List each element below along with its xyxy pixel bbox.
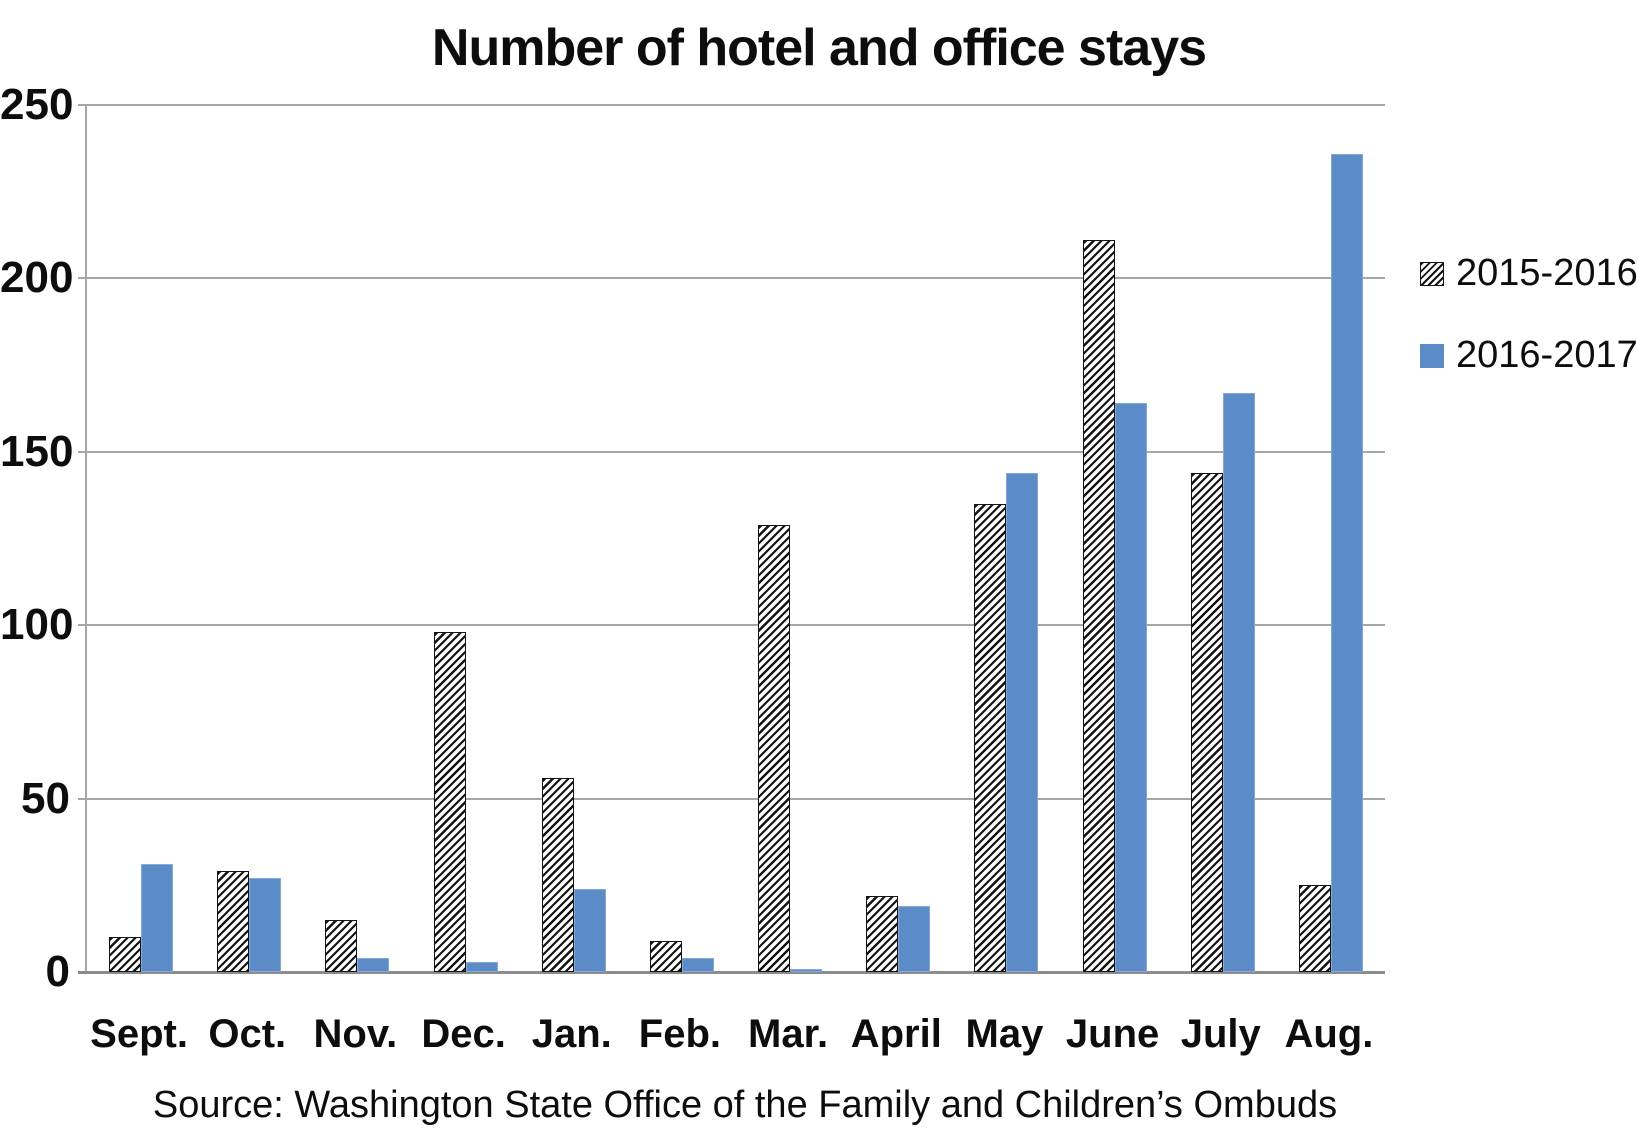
x-axis-label-jan: Jan. [531, 1012, 612, 1056]
legend-item-2016-2017: 2016-2017 [1420, 334, 1638, 377]
x-axis-label-may: May [965, 1012, 1044, 1056]
bar-2015-2016-april [866, 896, 899, 972]
gridline-50 [78, 797, 1385, 800]
bar-2016-2017-jan [573, 889, 606, 972]
bar-2016-2017-june [1114, 403, 1147, 972]
gridline-200 [78, 277, 1385, 280]
legend-label: 2016-2017 [1456, 334, 1638, 376]
x-axis-label-nov: Nov. [313, 1012, 398, 1056]
x-axis-label-aug: Aug. [1284, 1012, 1374, 1056]
bar-2016-2017-dec [465, 962, 498, 972]
x-axis-label-april: April [850, 1012, 942, 1056]
bar-2016-2017-oct [249, 878, 282, 972]
legend-swatch-solid [1420, 343, 1444, 368]
bar-2015-2016-sept [109, 937, 142, 972]
legend-item-2015-2016: 2015-2016 [1420, 252, 1638, 295]
gridline-100 [78, 624, 1385, 627]
bar-2016-2017-aug [1330, 154, 1363, 972]
y-axis-tick-label-250: 250 [0, 80, 74, 129]
x-axis-line [78, 971, 1385, 974]
bar-2015-2016-july [1190, 473, 1223, 972]
bar-2015-2016-may [974, 504, 1007, 972]
y-axis-tick-label-100: 100 [0, 600, 74, 650]
chart-title: Number of hotel and office stays [431, 19, 1207, 77]
y-axis-tick-label-50: 50 [21, 773, 70, 823]
bar-2016-2017-nov [357, 958, 390, 972]
x-axis-label-june: June [1065, 1012, 1160, 1056]
bar-2015-2016-jan [541, 778, 574, 972]
bar-2016-2017-july [1222, 393, 1255, 972]
bar-2015-2016-mar [758, 525, 791, 972]
x-axis-label-oct: Oct. [208, 1012, 287, 1056]
y-axis-tick-label-200: 200 [0, 253, 74, 303]
bar-2015-2016-oct [217, 871, 250, 972]
bar-2015-2016-feb [649, 941, 682, 972]
bar-2016-2017-sept [141, 864, 174, 972]
x-axis-label-mar: Mar. [748, 1012, 829, 1056]
bar-2016-2017-april [898, 906, 931, 972]
bar-2016-2017-mar [790, 969, 823, 972]
legend-swatch-hatched [1420, 261, 1444, 286]
y-axis-tick-label-150: 150 [0, 426, 74, 476]
bar-2016-2017-feb [681, 958, 714, 972]
bar-2015-2016-nov [325, 920, 358, 972]
bar-2015-2016-aug [1298, 885, 1331, 972]
x-axis-label-july: July [1180, 1012, 1261, 1056]
legend-label: 2015-2016 [1456, 252, 1638, 294]
source-note: Source: Washington State Office of the F… [152, 1084, 1338, 1126]
x-axis-label-dec: Dec. [421, 1012, 506, 1056]
y-axis-tick-label-0: 0 [45, 947, 70, 996]
bar-2015-2016-dec [433, 632, 466, 972]
x-axis-label-feb: Feb. [638, 1012, 722, 1056]
gridline-250 [78, 104, 1385, 106]
x-axis-label-sept: Sept. [90, 1012, 188, 1056]
gridline-150 [78, 450, 1385, 453]
plot-area [78, 104, 1385, 974]
bar-2015-2016-june [1082, 240, 1115, 972]
bar-2016-2017-may [1006, 473, 1039, 972]
